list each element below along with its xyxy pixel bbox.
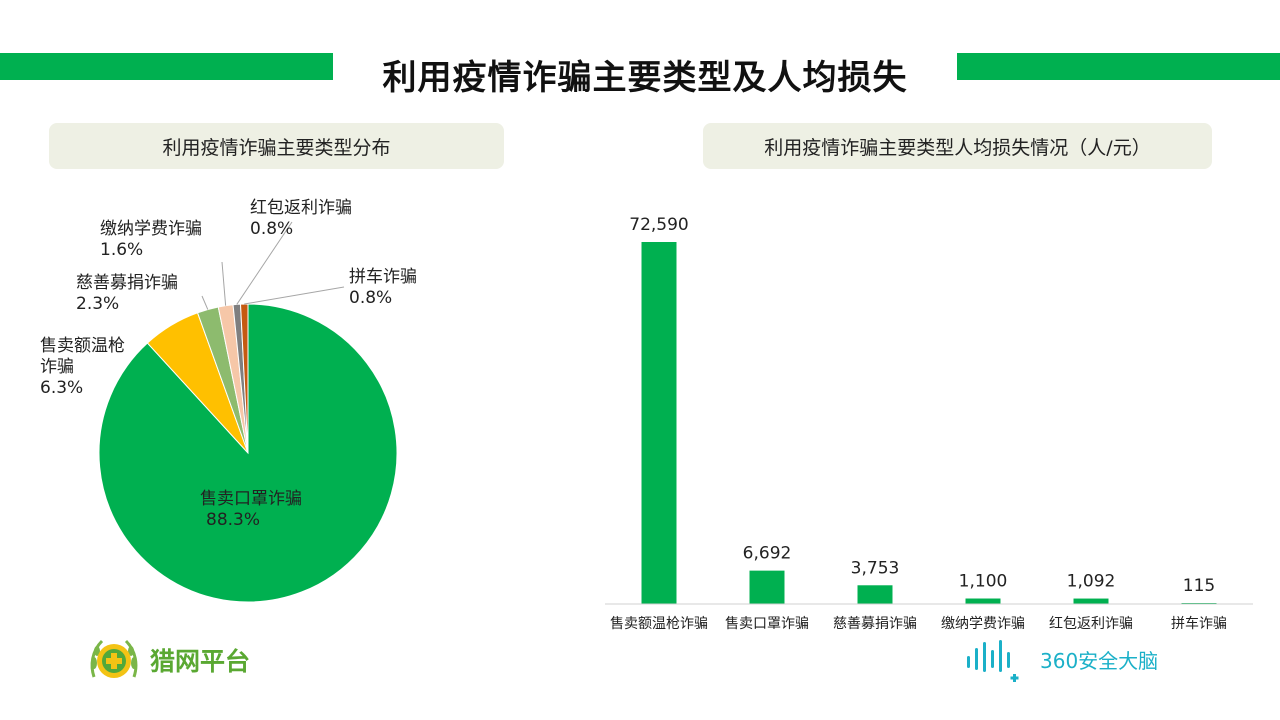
bar-category-label: 售卖额温枪诈骗 <box>610 615 708 632</box>
logo-left-text: 猎网平台 <box>150 647 250 676</box>
title-accent-bar-left <box>0 53 333 80</box>
pie-leader-line <box>201 295 209 310</box>
pie-label: 缴纳学费诈骗 1.6% <box>100 219 202 260</box>
bar-value-label: 72,590 <box>629 215 688 235</box>
pie-leader-line <box>236 221 293 305</box>
title-accent-bar-right <box>957 53 1280 80</box>
360-brain-logo: 360安全大脑 <box>965 638 1205 684</box>
bar <box>1073 598 1109 604</box>
pie-label: 慈善募捐诈骗 2.3% <box>76 273 178 314</box>
pie-label: 售卖额温枪诈骗 6.3% <box>40 336 125 398</box>
bar-value-label: 3,753 <box>851 558 900 578</box>
bar <box>749 570 785 604</box>
bar <box>965 598 1001 604</box>
sound-wave-icon <box>967 640 1019 682</box>
bar-value-label: 115 <box>1183 576 1215 596</box>
bar-category-label: 红包返利诈骗 <box>1049 616 1133 632</box>
bar-category-label: 拼车诈骗 <box>1171 615 1227 632</box>
bar <box>857 585 893 604</box>
pie-leader-line <box>221 261 227 306</box>
bar-panel-title: 利用疫情诈骗主要类型人均损失情况（人/元） <box>703 123 1212 169</box>
bar-category-label: 慈善募捐诈骗 <box>833 616 917 632</box>
lieWang-logo: 猎网平台 <box>88 633 278 689</box>
bar-value-label: 6,692 <box>743 544 792 564</box>
pie-label: 售卖口罩诈骗 88.3% <box>200 489 302 530</box>
page-title: 利用疫情诈骗主要类型及人均损失 <box>382 58 908 98</box>
pie-label: 红包返利诈骗 0.8% <box>250 198 352 239</box>
pie-chart: 售卖口罩诈骗 88.3% 售卖额温枪诈骗 6.3% 慈善募捐诈骗 2.3% 缴纳学费诈骗 1.… <box>40 198 417 603</box>
pie-leader-line <box>244 286 345 305</box>
bar-chart: 72,590 6,692 3,753 1,100 1,092 115 售卖额温枪诈骗 售卖口… <box>605 215 1253 632</box>
logo-right-text: 360安全大脑 <box>1040 649 1158 673</box>
bar-category-label: 缴纳学费诈骗 <box>941 616 1025 632</box>
laurel-icon <box>90 639 138 678</box>
pie-slice <box>239 303 249 454</box>
bar-category-label: 售卖口罩诈骗 <box>725 616 809 632</box>
pie-label: 拼车诈骗 0.8% <box>349 267 417 308</box>
bar <box>641 242 677 604</box>
bar-value-label: 1,092 <box>1067 572 1116 592</box>
pie-panel-title: 利用疫情诈骗主要类型分布 <box>49 123 504 169</box>
bar-value-label: 1,100 <box>959 572 1008 592</box>
